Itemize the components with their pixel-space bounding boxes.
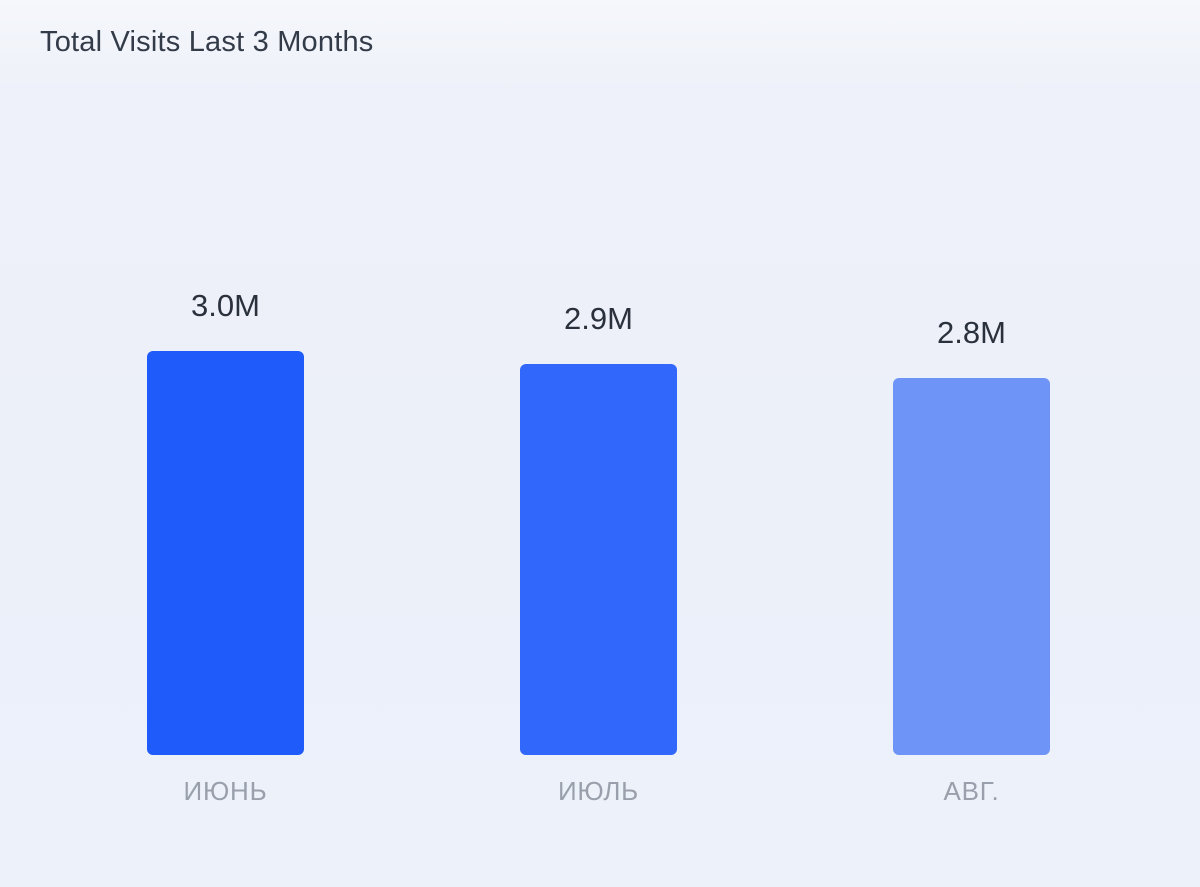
bar-group-june: 3.0M ИЮНЬ	[147, 288, 304, 806]
chart-title: Total Visits Last 3 Months	[40, 26, 374, 58]
bar-value-label-june: 3.0M	[191, 288, 260, 323]
axis-label-june: ИЮНЬ	[183, 776, 268, 806]
bar-june[interactable]	[147, 351, 304, 755]
bar-value-label-august: 2.8M	[937, 315, 1006, 350]
bar-group-july: 2.9M ИЮЛЬ	[520, 301, 677, 806]
bar-july[interactable]	[520, 364, 677, 755]
bar-group-august: 2.8M АВГ.	[893, 315, 1050, 806]
bar-august[interactable]	[893, 378, 1050, 755]
bar-value-label-july: 2.9M	[564, 301, 633, 336]
axis-label-july: ИЮЛЬ	[557, 776, 640, 806]
axis-label-august: АВГ.	[943, 776, 1000, 806]
